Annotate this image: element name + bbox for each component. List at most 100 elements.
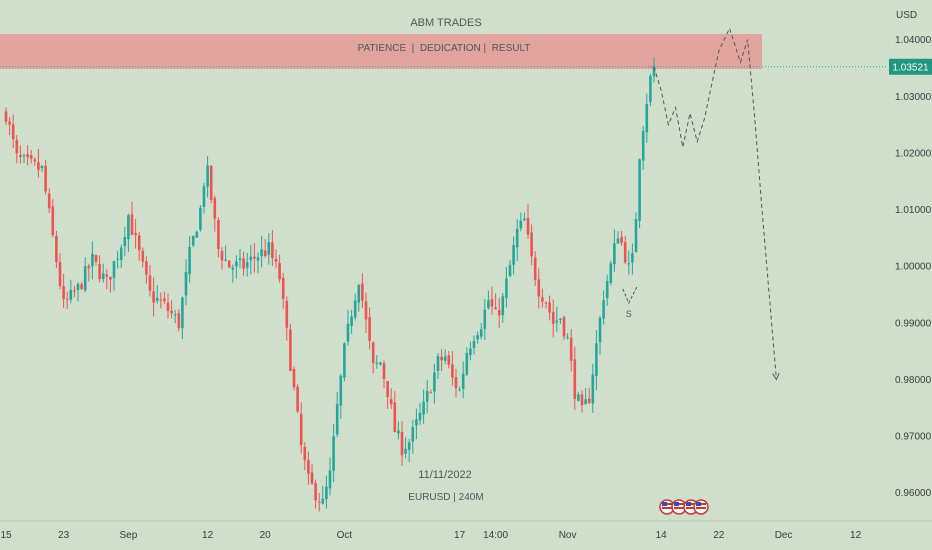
candle-body [566, 336, 569, 338]
candle [350, 309, 353, 334]
candle-body [616, 238, 620, 244]
candle [429, 389, 433, 394]
candle-body [292, 369, 296, 388]
y-tick-label: 0.98000 [895, 375, 932, 386]
x-tick-label: 14 [656, 530, 668, 541]
candle-body [443, 356, 447, 361]
event-flags[interactable] [659, 499, 709, 515]
x-tick-label: Nov [559, 530, 577, 541]
candle-body [335, 403, 339, 435]
date-label: 11/11/2022 [418, 469, 471, 481]
candle-body [584, 399, 587, 405]
candle [15, 135, 19, 164]
candle [515, 219, 519, 262]
candle [4, 107, 8, 125]
candle-body [418, 412, 422, 421]
candle [400, 421, 404, 466]
candle-body [638, 159, 641, 221]
candle [386, 381, 389, 409]
candle [80, 282, 83, 291]
us-flag-icon[interactable] [671, 499, 687, 515]
candle-body [627, 263, 631, 265]
candle-body [533, 257, 537, 280]
candle-body [411, 426, 415, 442]
us-flag-icon[interactable] [693, 499, 709, 515]
candle [645, 93, 649, 143]
candle-body [508, 264, 512, 277]
time-axis[interactable]: 15 23 Sep 12 20 Oct 17 14:00 Nov 14 22 Dec 12 [0, 530, 861, 541]
candle [155, 284, 159, 304]
candle-body [652, 66, 656, 77]
candle-body [83, 266, 87, 291]
candle-body [458, 389, 461, 391]
us-flag-icon[interactable] [659, 499, 675, 515]
candle-body [404, 448, 407, 454]
candle-body [62, 286, 65, 299]
candle-body [497, 310, 501, 316]
candle-body [263, 250, 267, 257]
candle-body [433, 372, 436, 392]
y-tick-label: 0.96000 [895, 488, 932, 499]
candle-body [613, 243, 616, 265]
candle-body [274, 259, 278, 262]
candle-body [112, 261, 116, 278]
candle [325, 475, 328, 509]
candle [613, 229, 616, 272]
candle-body [166, 302, 170, 311]
candle-body [173, 314, 177, 316]
candle-body [220, 250, 224, 261]
candle [587, 388, 591, 405]
candle-body [69, 289, 73, 300]
candle [379, 361, 382, 366]
candle-body [137, 235, 141, 251]
currency-label: USD [896, 10, 917, 21]
candle-body [487, 300, 490, 308]
candle [188, 236, 191, 283]
candle-body [227, 260, 231, 268]
candle [148, 265, 152, 297]
candle [260, 235, 263, 268]
candle-body [544, 302, 548, 304]
candle [202, 182, 206, 214]
candle-body [105, 274, 109, 277]
projection-line [653, 26, 777, 380]
candle-body [47, 193, 51, 209]
candle [454, 368, 458, 398]
candle [278, 254, 281, 283]
candle-body [245, 262, 249, 268]
candle [69, 279, 73, 304]
candle-body [620, 237, 623, 243]
candle [584, 388, 587, 405]
candle-body [217, 220, 220, 250]
candle-body [649, 76, 652, 103]
candle-body [595, 343, 598, 377]
candle [562, 315, 566, 340]
candle [569, 328, 573, 372]
candle [447, 351, 451, 369]
candle [483, 298, 487, 340]
candle-body [163, 298, 166, 302]
candle [433, 363, 436, 404]
candle-body [537, 279, 541, 297]
candle-body [235, 261, 238, 267]
candle [623, 236, 627, 265]
candle [541, 288, 544, 308]
price-axis[interactable]: USD 1.04000 1.03000 1.02000 1.01000 1.00000 0… [895, 10, 932, 499]
candle-body [4, 111, 8, 122]
candle [8, 116, 11, 136]
candle [285, 296, 289, 341]
candle [40, 165, 44, 172]
y-tick-label: 0.99000 [895, 318, 932, 329]
candle [274, 249, 278, 268]
candle [501, 292, 505, 323]
candle-body [490, 299, 494, 307]
candle [296, 384, 299, 414]
candle-body [465, 352, 469, 375]
candle-body [541, 297, 544, 302]
candle-body [605, 280, 609, 299]
candle [335, 391, 339, 438]
x-tick-label: 14:00 [483, 530, 508, 541]
candle [533, 251, 537, 286]
